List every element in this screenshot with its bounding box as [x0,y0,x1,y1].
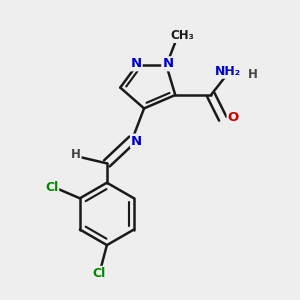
Text: Cl: Cl [93,267,106,280]
Text: H: H [71,148,81,161]
Text: Cl: Cl [45,182,58,194]
Text: N: N [162,57,173,70]
Text: NH₂: NH₂ [215,65,241,78]
Text: CH₃: CH₃ [171,29,195,42]
Text: N: N [130,57,142,70]
Text: N: N [131,135,142,148]
Text: O: O [228,111,239,124]
Text: H: H [248,68,257,81]
